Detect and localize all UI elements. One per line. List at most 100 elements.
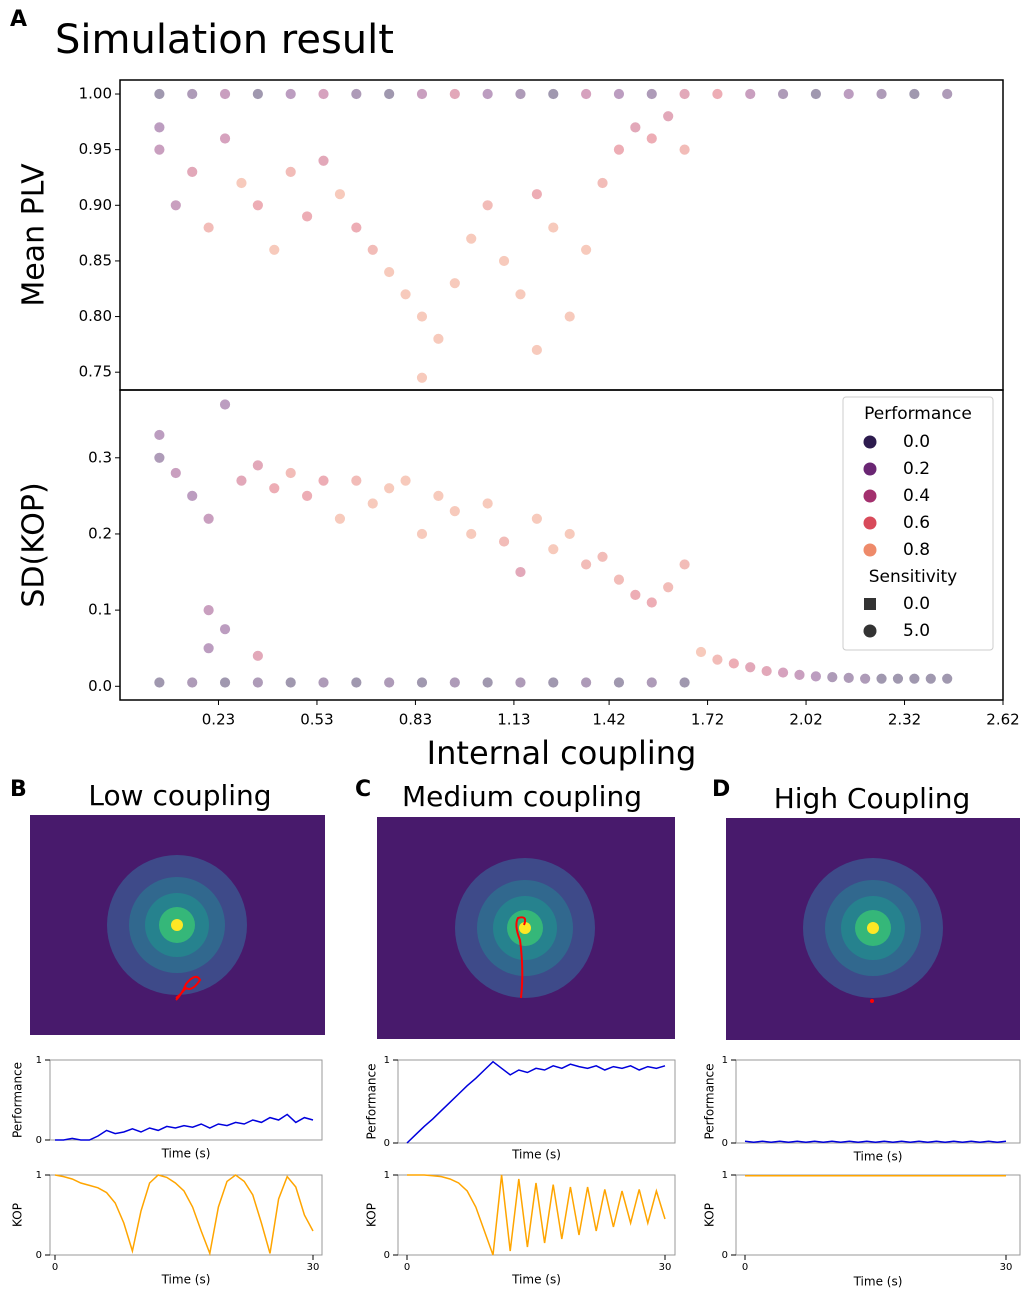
scatter-point (153, 143, 166, 156)
scatter-point (613, 88, 625, 100)
scatter-point (580, 676, 593, 689)
scatter-point (268, 243, 281, 256)
x-axis-label: Time (s) (161, 1273, 211, 1287)
scatter-point (580, 88, 593, 100)
scatter-point (219, 623, 231, 636)
image-b (30, 815, 325, 1035)
scatter-point (268, 482, 281, 495)
x-axis-label: Internal coupling (427, 734, 697, 772)
x-tick-label: 2.02 (789, 711, 822, 729)
y-tick-label: 0.1 (88, 601, 112, 619)
x-tick-label: 0 (742, 1262, 748, 1273)
panel-label: D (712, 777, 730, 802)
x-tick-label: 0.23 (202, 711, 235, 729)
scatter-point (202, 221, 215, 234)
scatter-point (842, 672, 855, 684)
legend-marker (863, 543, 877, 557)
scatter-point (251, 88, 264, 100)
scatter-point (317, 474, 330, 487)
scatter-point (251, 676, 264, 689)
panel-label: A (10, 7, 27, 32)
panel-label: B (10, 777, 27, 802)
y-tick-label: 1 (384, 1170, 390, 1181)
y-tick-label: 0 (722, 1138, 728, 1149)
legend-marker (863, 624, 877, 638)
scatter-point (678, 558, 691, 571)
scatter-point (563, 310, 576, 323)
scatter-point (580, 558, 593, 571)
legend-marker (864, 598, 876, 610)
scatter-point (416, 310, 428, 323)
scatter-point (301, 210, 314, 223)
scatter-point (547, 676, 560, 689)
scatter-point (645, 88, 658, 100)
plot-frame (49, 1174, 323, 1256)
scatter-point (744, 88, 757, 100)
scatter-point (678, 676, 691, 689)
scatter-point (498, 535, 510, 548)
x-tick-label: 0.53 (300, 711, 333, 729)
y-tick-label: 1 (722, 1055, 728, 1066)
x-axis-label: Time (s) (161, 1147, 211, 1161)
scatter-point (875, 88, 888, 100)
scatter-point (596, 550, 609, 563)
scatter-point (284, 166, 297, 178)
scatter-point (613, 573, 625, 586)
x-axis-label: Time (s) (511, 1148, 561, 1162)
scatter-point (366, 243, 379, 256)
scatter-point (251, 459, 264, 472)
scatter-point (465, 528, 478, 540)
x-tick-label: 2.32 (888, 711, 921, 729)
legend-box (842, 396, 994, 651)
scatter-point (793, 668, 806, 681)
y-tick-label: 1.00 (79, 85, 112, 103)
legend-marker (863, 435, 877, 449)
x-tick-label: 0.83 (399, 711, 432, 729)
scatter-point (251, 649, 264, 662)
scatter-point (301, 489, 314, 502)
legend-title: Sensitivity (869, 567, 958, 587)
scatter-point (711, 88, 724, 100)
y-axis-label: Performance (365, 1063, 379, 1139)
scatter-point (186, 489, 199, 502)
plot-frame (49, 1059, 323, 1141)
scatter-point (580, 243, 593, 256)
scatter-point (399, 474, 412, 487)
chart-title: Low coupling (88, 779, 271, 812)
chart-title: Medium coupling (402, 780, 642, 813)
scatter-point (547, 88, 560, 100)
line-series (54, 1174, 314, 1257)
scatter-point (153, 88, 166, 100)
scatter-point (416, 676, 428, 689)
scatter-point (777, 666, 789, 679)
scatter-point (760, 665, 773, 677)
scatter-point (645, 676, 658, 689)
scatter-point (235, 474, 248, 487)
scatter-point (859, 672, 872, 685)
scatter-point (251, 199, 264, 212)
scatter-point (727, 657, 740, 670)
legend-title: Performance (864, 404, 972, 424)
legend-marker (863, 462, 877, 476)
scatter-point (908, 672, 921, 685)
scatter-point (153, 429, 166, 441)
y-axis-label: KOP (11, 1203, 25, 1227)
scatter-point (383, 482, 396, 495)
legend-marker (863, 516, 877, 530)
chart-title: Simulation result (55, 17, 394, 63)
x-tick-label: 30 (307, 1262, 320, 1273)
legend-label: 0.0 (903, 594, 930, 614)
legend-label: 0.0 (903, 432, 930, 452)
legend-label: 5.0 (903, 621, 930, 641)
line-series (55, 1113, 314, 1141)
scatter-point (892, 672, 904, 685)
scatter-point (153, 121, 166, 134)
scatter-point (547, 221, 560, 234)
scatter-point (941, 672, 954, 685)
scatter-point (383, 88, 396, 100)
y-tick-label: 1 (36, 1055, 42, 1066)
image-c (377, 817, 675, 1039)
x-tick-label: 0 (404, 1262, 410, 1273)
x-tick-label: 1.42 (592, 711, 625, 729)
